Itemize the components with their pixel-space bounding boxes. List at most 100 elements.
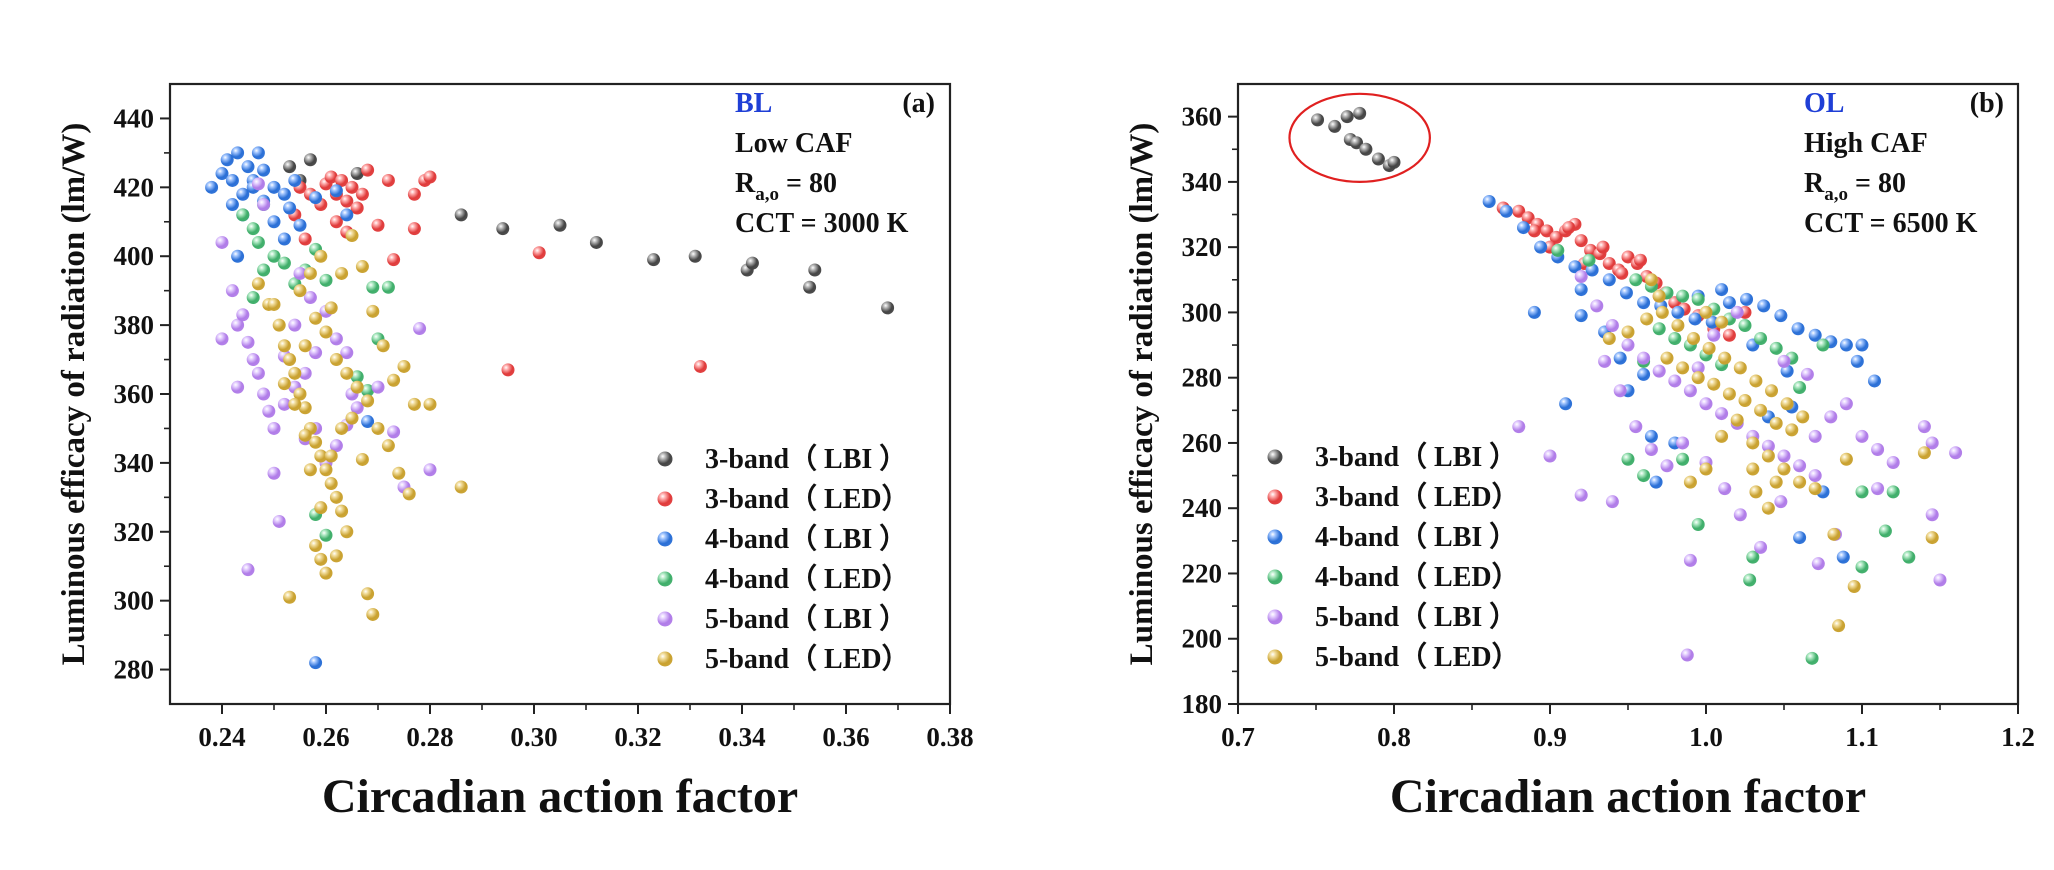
- scatter-point: [1637, 367, 1651, 381]
- scatter-point: [397, 359, 411, 373]
- scatter-point: [366, 304, 380, 318]
- scatter-point: [1602, 332, 1616, 346]
- data-points: [1311, 106, 1963, 665]
- scatter-point: [1499, 204, 1513, 218]
- scatter-point: [298, 232, 312, 246]
- y-axis-label: Luminous efficacy of radiation (lm/W): [56, 123, 92, 666]
- scatter-point: [1512, 204, 1526, 218]
- scatter-point: [366, 280, 380, 294]
- scatter-point: [1649, 475, 1663, 489]
- scatter-point: [231, 146, 245, 160]
- scatter-point: [309, 311, 323, 325]
- annotation-ra: Ra,o = 80: [735, 168, 837, 205]
- legend-marker: [1267, 489, 1283, 505]
- x-tick-label: 0.7: [1221, 722, 1255, 752]
- scatter-point: [251, 366, 265, 380]
- x-tick-label: 0.9: [1533, 722, 1567, 752]
- scatter-point: [1633, 253, 1647, 267]
- x-axis-label: Circadian action factor: [322, 770, 798, 823]
- scatter-point: [329, 184, 343, 198]
- scatter-point: [355, 452, 369, 466]
- scatter-point: [277, 232, 291, 246]
- scatter-point: [381, 439, 395, 453]
- scatter-point: [1559, 397, 1573, 411]
- scatter-point: [288, 173, 302, 187]
- scatter-point: [553, 218, 567, 232]
- scatter-point: [257, 263, 271, 277]
- scatter-point: [1886, 485, 1900, 499]
- scatter-point: [1371, 152, 1385, 166]
- scatter-point: [1757, 299, 1771, 313]
- scatter-point: [293, 218, 307, 232]
- scatter-point: [355, 260, 369, 274]
- annotation-line1: Low CAF: [735, 128, 852, 159]
- x-axis-label: Circadian action factor: [1390, 770, 1866, 823]
- legend: 3-band（ LBI ） 3-band（ LED） 4-band（ LBI ） 4-…: [1267, 440, 1520, 673]
- scatter-point: [319, 273, 333, 287]
- highlight-ellipse-shape: [1288, 92, 1431, 183]
- scatter-point: [1933, 573, 1947, 587]
- y-tick-label: 200: [1182, 624, 1223, 654]
- scatter-point: [1676, 361, 1690, 375]
- scatter-point: [246, 353, 260, 367]
- scatter-point: [340, 525, 354, 539]
- y-tick-label: 400: [114, 241, 155, 271]
- scatter-point: [1668, 332, 1682, 346]
- scatter-point: [1917, 446, 1931, 460]
- scatter-point: [532, 246, 546, 260]
- scatter-point: [1793, 459, 1807, 473]
- y-tick-label: 280: [114, 655, 155, 685]
- scatter-point: [589, 235, 603, 249]
- scatter-point: [288, 397, 302, 411]
- y-axis: 180 200 220 240 260 280 300 320 340 360: [1182, 102, 1238, 719]
- scatter-point: [1765, 384, 1779, 398]
- scatter-point: [272, 318, 286, 332]
- scatter-point: [1598, 354, 1612, 368]
- scatter-point: [1793, 380, 1807, 394]
- scatter-point: [1671, 318, 1685, 332]
- scatter-point: [366, 607, 380, 621]
- scatter-point: [350, 201, 364, 215]
- scatter-point: [1359, 142, 1373, 156]
- scatter-point: [1730, 413, 1744, 427]
- scatter-point: [392, 466, 406, 480]
- scatter-point: [251, 277, 265, 291]
- scatter-point: [1855, 338, 1869, 352]
- scatter-point: [1796, 410, 1810, 424]
- scatter-point: [1761, 439, 1775, 453]
- scatter-point: [335, 173, 349, 187]
- scatter-point: [387, 373, 401, 387]
- scatter-point: [1746, 462, 1760, 476]
- scatter-point: [1527, 224, 1541, 238]
- scatter-point: [693, 359, 707, 373]
- x-axis: 0.24 0.26 0.28 0.30 0.32 0.34 0.36 0.38: [198, 704, 974, 752]
- scatter-point: [454, 208, 468, 222]
- scatter-point: [1808, 482, 1822, 496]
- scatter-point: [1743, 573, 1757, 587]
- scatter-point: [1839, 452, 1853, 466]
- x-tick-label: 0.32: [614, 722, 661, 752]
- legend-label: 3-band（ LBI ）: [1315, 440, 1517, 473]
- scatter-point: [298, 401, 312, 415]
- scatter-point: [1902, 550, 1916, 564]
- legend-marker: [657, 651, 673, 667]
- scatter-point: [251, 146, 265, 160]
- scatter-point: [288, 318, 302, 332]
- series-3: [205, 146, 375, 670]
- scatter-point: [1715, 283, 1729, 297]
- scatter-point: [1774, 495, 1788, 509]
- scatter-point: [1925, 508, 1939, 522]
- scatter-point: [1605, 318, 1619, 332]
- scatter-point: [329, 490, 343, 504]
- scatter-point: [205, 180, 219, 194]
- scatter-point: [215, 167, 229, 181]
- scatter-point: [501, 363, 515, 377]
- scatter-point: [1660, 351, 1674, 365]
- legend-marker: [1267, 449, 1283, 465]
- scatter-point: [1855, 485, 1869, 499]
- scatter-point: [314, 449, 328, 463]
- scatter-point: [1917, 420, 1931, 434]
- scatter-point: [1621, 250, 1635, 264]
- scatter-point: [1585, 263, 1599, 277]
- y-axis-label: Luminous efficacy of radiation (lm/W): [1124, 123, 1160, 666]
